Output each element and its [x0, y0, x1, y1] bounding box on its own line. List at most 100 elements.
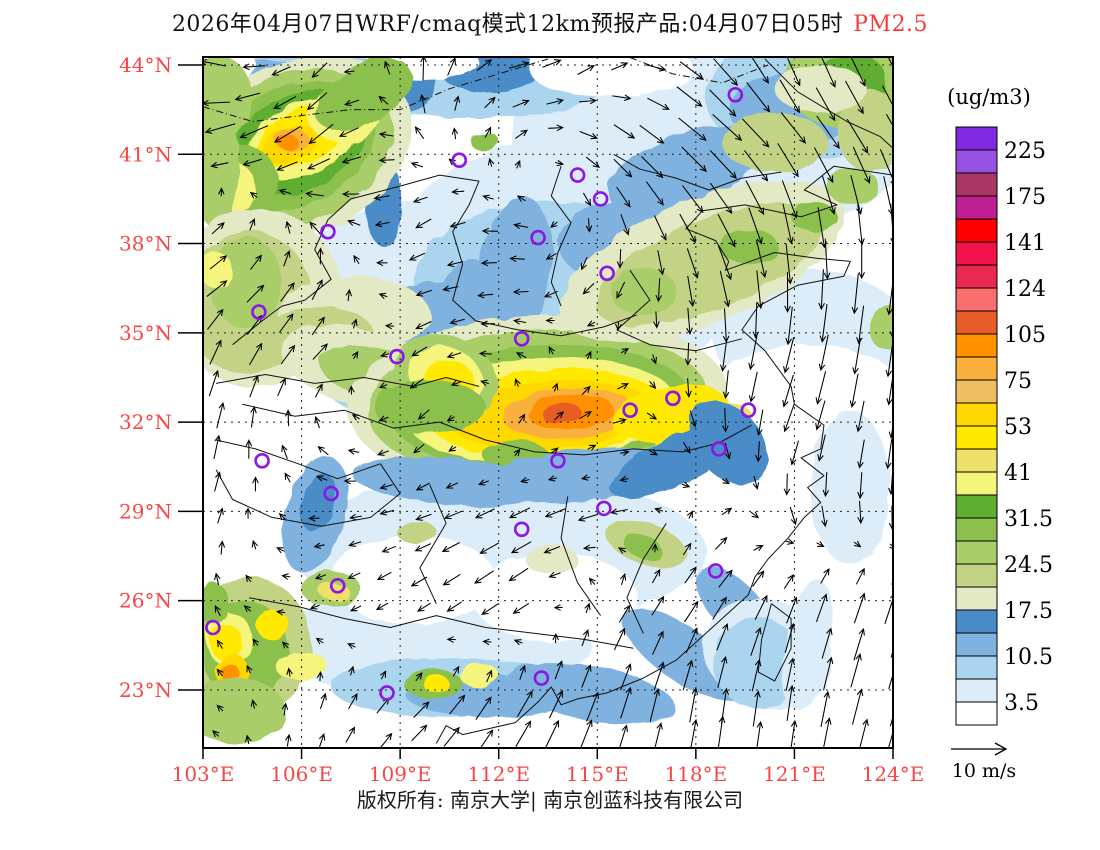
wind-arrow	[646, 412, 658, 420]
wind-arrow	[724, 442, 732, 460]
wind-arrow	[817, 434, 826, 462]
legend-cell	[955, 655, 998, 680]
wind-arrow	[578, 97, 598, 105]
wind-arrow	[477, 291, 494, 299]
city-marker	[569, 167, 586, 183]
wind-arrow	[308, 515, 320, 522]
wind-arrow	[585, 156, 601, 169]
wind-arrow	[319, 692, 327, 710]
wind-vectors	[203, 57, 893, 748]
pm25-blob	[774, 65, 867, 113]
wind-arrow	[515, 720, 532, 747]
pm25-blob	[203, 252, 233, 289]
wind-arrow	[378, 382, 388, 389]
wind-arrow	[779, 79, 801, 114]
wind-arrow	[852, 338, 862, 375]
wind-arrow	[853, 540, 862, 548]
wind-arrow	[245, 439, 253, 459]
wind-arrow	[850, 653, 862, 688]
wind-arrow	[452, 665, 460, 677]
boundary-line	[435, 165, 893, 744]
pm25-blob	[331, 535, 496, 625]
wind-arrow	[853, 592, 866, 624]
wind-arrow	[515, 352, 527, 359]
city-marker	[451, 152, 468, 168]
wind-arrow	[751, 658, 762, 692]
city-markers	[205, 87, 757, 701]
wind-arrow	[234, 92, 261, 102]
wind-arrow	[311, 62, 328, 79]
wind-arrow	[413, 701, 430, 718]
wind-arrow	[317, 446, 329, 456]
wind-arrow	[278, 188, 292, 196]
wind-arrow	[376, 259, 388, 267]
wind-arrow	[420, 57, 427, 81]
wind-arrow	[474, 508, 495, 519]
wind-arrow	[409, 378, 424, 389]
wind-arrow	[481, 227, 498, 235]
y-tick-label: 26°N	[119, 589, 172, 613]
wind-arrow	[378, 95, 389, 105]
wind-arrow	[615, 321, 622, 332]
wind-arrow	[611, 62, 629, 71]
pm25-blob	[624, 534, 663, 561]
pm25-blob	[316, 57, 412, 132]
wind-arrow	[443, 726, 460, 747]
wind-arrow	[216, 704, 224, 712]
reference-arrow-glyph	[951, 742, 1008, 756]
wind-arrow	[212, 729, 220, 738]
wind-arrow	[752, 302, 760, 339]
wind-arrow	[790, 719, 798, 748]
wind-arrow	[813, 147, 834, 184]
wind-arrow	[679, 213, 696, 244]
wind-arrow	[748, 207, 763, 245]
wind-arrow	[411, 724, 428, 742]
wind-arrow	[348, 385, 355, 395]
legend-value-label: 53	[1004, 415, 1032, 440]
wind-arrow	[653, 215, 667, 241]
wind-arrow	[542, 59, 562, 68]
wind-arrow	[784, 272, 791, 313]
city-marker	[379, 685, 395, 701]
wind-arrow	[415, 672, 423, 682]
pm25-blob	[524, 544, 578, 574]
wind-arrow	[856, 305, 865, 345]
wind-arrow	[850, 175, 863, 215]
pm25-blob	[470, 133, 501, 152]
wind-arrow	[512, 602, 530, 614]
wind-arrow	[276, 547, 285, 554]
wind-arrow	[280, 344, 296, 365]
wind-arrow	[344, 99, 360, 107]
legend-cell	[955, 195, 998, 220]
wind-arrow	[887, 722, 893, 748]
wind-arrow	[584, 602, 591, 614]
title-species-pm25: PM2.5	[853, 12, 929, 37]
wind-arrow	[756, 270, 764, 310]
wind-arrow	[785, 657, 795, 691]
wind-arrow	[446, 352, 462, 359]
wind-arrow	[250, 405, 257, 428]
x-tick-label: 121°E	[763, 762, 826, 786]
wind-arrow	[477, 479, 489, 486]
wind-arrow	[280, 282, 295, 302]
wind-arrow	[347, 448, 360, 455]
wind-arrow	[689, 687, 699, 723]
wind-arrow	[207, 308, 224, 330]
wind-arrow	[206, 280, 228, 297]
wind-arrow	[618, 604, 631, 623]
wind-arrow	[318, 732, 326, 748]
wind-arrow	[616, 186, 631, 208]
legend-cell	[955, 310, 998, 335]
wind-arrow	[381, 545, 397, 553]
wind-arrow	[508, 61, 530, 69]
legend-value-label: 24.5	[1004, 553, 1053, 578]
wind-arrow	[821, 175, 836, 215]
wind-arrow	[484, 96, 496, 109]
city-marker	[740, 402, 757, 419]
wind-arrow	[851, 273, 859, 315]
wind-arrow	[419, 93, 426, 114]
wind-arrow	[276, 161, 298, 171]
wind-arrow	[712, 596, 727, 620]
wind-arrow	[442, 285, 459, 292]
